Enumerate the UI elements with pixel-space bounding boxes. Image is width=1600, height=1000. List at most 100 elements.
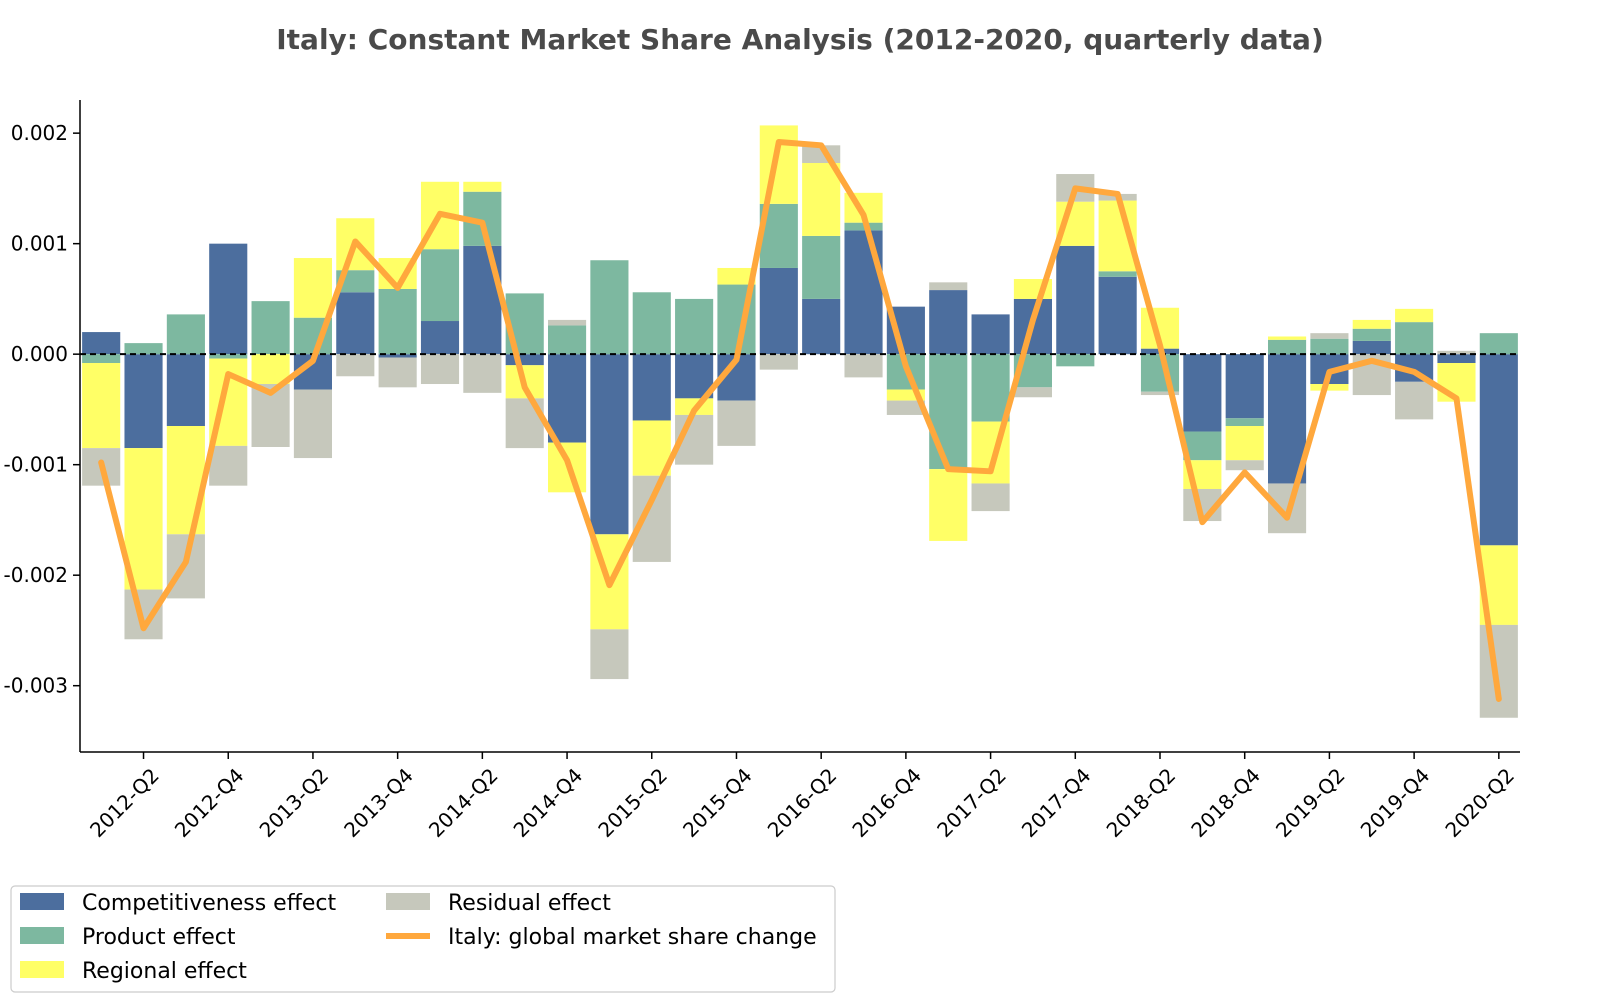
bar-residual-effect-2014-Q1 — [420, 354, 460, 385]
bar-competitiveness-effect-2014-Q3 — [505, 354, 544, 366]
x-tick-label: 2014-Q2 — [424, 763, 503, 842]
bar-competitiveness-effect-2017-Q2 — [971, 314, 1010, 355]
bar-product-effect-2012-Q1 — [82, 354, 121, 364]
bar-residual-effect-2015-Q4 — [717, 400, 756, 446]
bar-residual-effect-2016-Q3 — [844, 354, 883, 378]
bar-regional-effect-2012-Q3 — [166, 426, 205, 535]
bar-product-effect-2016-Q3 — [844, 222, 883, 231]
y-tick-label: 0.001 — [11, 232, 68, 256]
bar-regional-effect-2016-Q1 — [759, 125, 798, 204]
bar-regional-effect-2017-Q1 — [929, 469, 968, 541]
bar-competitiveness-effect-2012-Q1 — [82, 332, 121, 355]
bar-residual-effect-2017-Q2 — [971, 483, 1010, 512]
y-tick-label: -0.002 — [4, 563, 68, 587]
bar-regional-effect-2012-Q1 — [82, 363, 121, 449]
bar-product-effect-2018-Q3 — [1183, 431, 1222, 461]
bar-regional-effect-2014-Q2 — [463, 181, 502, 192]
bar-competitiveness-effect-2012-Q3 — [166, 354, 205, 426]
bar-residual-effect-2012-Q4 — [209, 445, 248, 486]
bar-residual-effect-2015-Q2 — [632, 475, 671, 562]
bar-product-effect-2014-Q4 — [548, 325, 587, 355]
legend: Competitiveness effect Product effect Regi… — [10, 885, 836, 993]
bar-regional-effect-2015-Q4 — [717, 267, 756, 285]
bar-residual-effect-2018-Q2 — [1140, 391, 1180, 396]
bar-residual-effect-2013-Q4 — [378, 357, 417, 388]
x-tick-label: 2014-Q4 — [509, 763, 588, 842]
bar-regional-effect-2016-Q2 — [802, 162, 841, 236]
bar-regional-effect-2016-Q4 — [886, 389, 925, 401]
bar-residual-effect-2014-Q4 — [548, 319, 587, 326]
x-tick-label: 2016-Q4 — [847, 763, 926, 842]
bar-product-effect-2017-Q4 — [1056, 354, 1095, 367]
chart-title: Italy: Constant Market Share Analysis (2… — [276, 23, 1323, 56]
x-tick-label: 2015-Q2 — [593, 763, 672, 842]
x-tick-label: 2012-Q2 — [85, 763, 164, 842]
bar-residual-effect-2012-Q2 — [124, 589, 163, 640]
bar-regional-effect-2019-Q4 — [1395, 308, 1434, 323]
bar-product-effect-2014-Q1 — [420, 249, 460, 322]
bar-product-effect-2015-Q1 — [590, 260, 629, 355]
x-tick-label: 2019-Q4 — [1356, 763, 1435, 842]
x-tick-label: 2013-Q4 — [339, 763, 418, 842]
bar-regional-effect-2018-Q4 — [1225, 426, 1264, 461]
bar-product-effect-2017-Q2 — [971, 354, 1010, 422]
x-tick-label: 2020-Q2 — [1440, 763, 1519, 842]
legend-swatch-product-effect — [20, 927, 64, 944]
bar-residual-effect-2020-Q2 — [1479, 624, 1518, 718]
bar-regional-effect-2013-Q1 — [251, 354, 290, 385]
bar-product-effect-2012-Q2 — [124, 343, 163, 355]
bar-product-effect-2019-Q1 — [1268, 339, 1307, 355]
bar-residual-effect-2015-Q1 — [590, 629, 629, 680]
bar-competitiveness-effect-2016-Q3 — [844, 230, 883, 355]
bar-competitiveness-effect-2017-Q1 — [929, 290, 968, 355]
bar-regional-effect-2019-Q2 — [1310, 384, 1349, 391]
bar-competitiveness-effect-2018-Q3 — [1183, 354, 1222, 432]
bar-competitiveness-effect-2019-Q3 — [1352, 340, 1391, 355]
bar-product-effect-2018-Q2 — [1140, 354, 1180, 392]
bar-product-effect-2012-Q3 — [166, 314, 205, 355]
legend-label: Residual effect — [448, 891, 611, 916]
bar-product-effect-2013-Q1 — [251, 301, 290, 355]
bar-competitiveness-effect-2019-Q1 — [1268, 354, 1307, 484]
bar-product-effect-2020-Q2 — [1479, 333, 1518, 355]
bar-competitiveness-effect-2018-Q4 — [1225, 354, 1264, 419]
bar-product-effect-2015-Q2 — [632, 292, 671, 355]
bar-residual-effect-2014-Q2 — [463, 354, 502, 393]
legend-label: Competitiveness effect — [82, 891, 337, 916]
bar-competitiveness-effect-2020-Q2 — [1479, 354, 1518, 546]
x-tick-label: 2019-Q2 — [1271, 763, 1350, 842]
bar-residual-effect-2019-Q4 — [1395, 381, 1434, 420]
bar-residual-effect-2016-Q4 — [886, 400, 925, 415]
bar-residual-effect-2017-Q1 — [929, 282, 968, 291]
bar-regional-effect-2012-Q2 — [124, 448, 163, 590]
y-tick-label: -0.001 — [4, 453, 68, 477]
legend-label: Product effect — [82, 925, 236, 950]
bar-competitiveness-effect-2015-Q2 — [632, 354, 671, 421]
bar-residual-effect-2018-Q4 — [1225, 460, 1264, 471]
y-tick-label: 0.002 — [11, 121, 68, 145]
bar-residual-effect-2017-Q3 — [1013, 387, 1052, 398]
bar-competitiveness-effect-2014-Q4 — [548, 354, 587, 443]
bar-residual-effect-2013-Q2 — [293, 389, 332, 459]
x-tick-label: 2016-Q2 — [763, 763, 842, 842]
bar-competitiveness-effect-2012-Q2 — [124, 354, 163, 449]
x-tick-label: 2012-Q4 — [170, 763, 249, 842]
x-tick-label: 2017-Q4 — [1017, 763, 1096, 842]
legend-swatch-regional-effect — [20, 961, 64, 978]
x-tick-label: 2015-Q4 — [678, 763, 757, 842]
bar-residual-effect-2016-Q1 — [759, 354, 798, 370]
bar-product-effect-2018-Q1 — [1098, 271, 1137, 277]
bar-competitiveness-effect-2014-Q2 — [463, 245, 502, 355]
bar-regional-effect-2019-Q1 — [1268, 336, 1307, 340]
bar-product-effect-2013-Q4 — [378, 288, 417, 355]
bar-competitiveness-effect-2016-Q1 — [759, 267, 798, 355]
x-tick-label: 2013-Q2 — [255, 763, 334, 842]
bar-product-effect-2018-Q4 — [1225, 418, 1264, 426]
bar-competitiveness-effect-2017-Q4 — [1056, 245, 1095, 355]
x-tick-label: 2018-Q4 — [1186, 763, 1265, 842]
bar-product-effect-2016-Q2 — [802, 235, 841, 299]
bar-product-effect-2019-Q4 — [1395, 322, 1434, 355]
bar-residual-effect-2020-Q1 — [1437, 350, 1476, 355]
